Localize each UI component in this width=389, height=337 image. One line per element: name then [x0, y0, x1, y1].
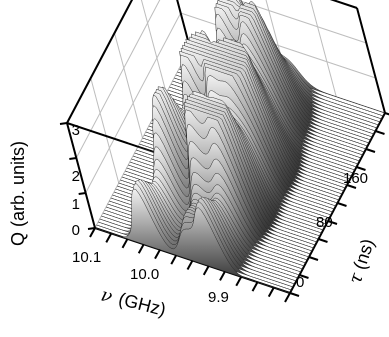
axis-ticks	[59, 112, 389, 303]
y-tick	[299, 274, 309, 279]
y-tick-label: 80	[316, 214, 333, 231]
z-tick-label: 2	[72, 168, 80, 185]
gridline	[85, 12, 182, 194]
z-axis-label: Q (arb. units)	[8, 141, 28, 246]
surface-strip	[94, 188, 291, 294]
x-tick	[137, 243, 145, 254]
x-tick	[170, 254, 178, 265]
gridline	[140, 0, 167, 94]
x-tick	[219, 270, 226, 281]
y-tick	[289, 292, 300, 297]
gridline	[331, 0, 358, 9]
box-edge	[329, 0, 358, 9]
x-tick-label: 10.1	[72, 249, 101, 266]
gridline	[180, 12, 376, 79]
x-tick	[284, 292, 291, 303]
y-axis-symbol: τ	[345, 270, 368, 287]
x-tick	[251, 281, 259, 292]
gridline	[90, 77, 120, 184]
x-tick	[235, 276, 243, 287]
box-edge	[66, 0, 134, 124]
x-tick-label: 9.9	[208, 289, 229, 306]
surface-mesh	[94, 0, 386, 294]
x-tick	[89, 227, 96, 238]
z-tick-label: 0	[72, 222, 80, 239]
x-tick-label: 10.0	[130, 266, 159, 283]
gridline	[114, 32, 143, 139]
box-edge	[356, 7, 386, 114]
y-tick	[356, 166, 366, 171]
x-tick	[186, 260, 194, 270]
y-tick	[308, 256, 319, 261]
gridline	[66, 0, 133, 124]
y-tick	[337, 202, 347, 207]
y-tick	[318, 238, 328, 243]
z-tick	[59, 122, 68, 125]
x-tick-labels: 10.1 10.0 9.9	[72, 249, 229, 306]
z-tick	[78, 192, 86, 195]
x-tick	[105, 232, 113, 243]
z-tick-label: 1	[72, 196, 80, 213]
y-axis-label: τ (ns)	[345, 236, 378, 287]
y-tick	[327, 220, 338, 225]
y-tick	[384, 112, 389, 116]
y-axis-unit: (ns)	[349, 236, 378, 272]
y-tick-label: 0	[296, 274, 304, 291]
z-tick-labels: 0 1 2 3	[72, 122, 80, 239]
gridline	[75, 0, 161, 159]
gridline	[309, 0, 337, 97]
z-tick	[69, 157, 77, 160]
z-tick-label: 3	[72, 122, 80, 139]
y-tick-labels: 0 80 160	[296, 170, 368, 291]
y-tick-label: 160	[343, 170, 368, 187]
x-axis-symbol: ν	[99, 284, 115, 307]
y-tick	[346, 184, 357, 189]
gridline	[235, 0, 367, 44]
box-edge	[176, 0, 191, 49]
x-tick	[202, 265, 210, 276]
x-axis-label: ν (GHz)	[99, 284, 168, 320]
box-edge	[66, 122, 96, 229]
x-tick	[267, 287, 275, 298]
x-tick	[121, 238, 129, 249]
x-axis-unit: (GHz)	[116, 289, 167, 320]
y-tick	[365, 148, 376, 153]
y-tick	[375, 130, 385, 135]
x-tick	[154, 249, 161, 260]
